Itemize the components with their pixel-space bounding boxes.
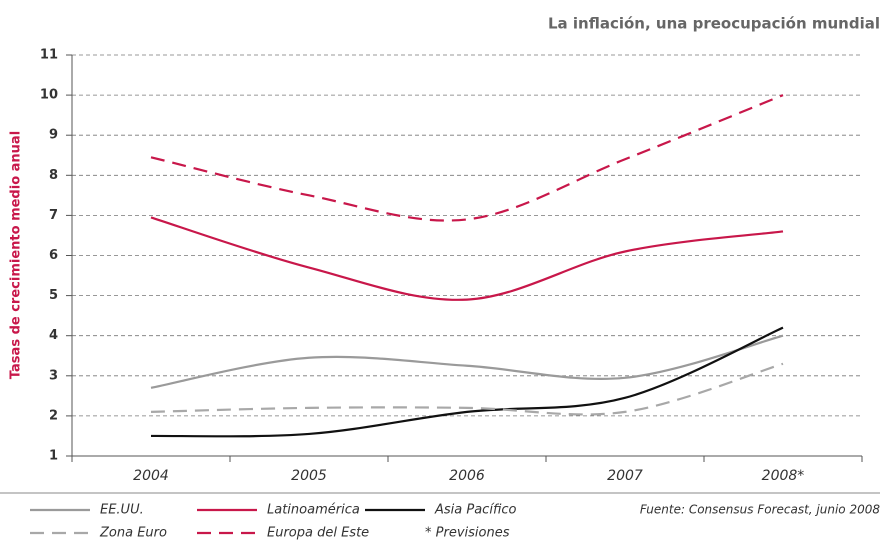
legend-label: Latinoamérica <box>267 503 360 518</box>
series-line <box>150 216 784 301</box>
x-tick-label: 2004 <box>133 468 169 484</box>
y-tick-label: 1 <box>49 449 58 464</box>
legend-label: Zona Euro <box>99 526 167 541</box>
series-line <box>150 326 784 438</box>
y-tick-label: 7 <box>49 208 58 223</box>
chart-title: La inflación, una preocupación mundial <box>548 15 880 33</box>
y-axis-label: Tasas de crecimiento medio anual <box>9 131 24 379</box>
y-tick-label: 3 <box>49 368 58 383</box>
source: Fuente: Consensus Forecast, junio 2008 <box>640 503 880 517</box>
series-line <box>150 94 784 222</box>
y-tick-label: 8 <box>49 168 58 183</box>
x-tick-label: 2008* <box>762 468 805 484</box>
y-tick-label: 10 <box>40 88 58 103</box>
legend-label: Asia Pacífico <box>434 503 516 518</box>
y-tick-label: 5 <box>49 288 58 303</box>
y-tick-label: 11 <box>40 48 58 63</box>
y-tick-label: 4 <box>49 328 58 343</box>
legend-label: EE.UU. <box>100 503 144 518</box>
y-tick-label: 2 <box>49 408 58 423</box>
x-tick-label: 2005 <box>291 468 327 484</box>
x-tick-label: 2007 <box>607 468 643 484</box>
x-tick-label: 2006 <box>449 468 485 484</box>
y-tick-label: 6 <box>49 248 58 263</box>
legend-label: Europa del Este <box>267 526 369 541</box>
y-tick-label: 9 <box>49 128 58 143</box>
series-line <box>150 334 784 389</box>
series-line <box>150 362 784 416</box>
note: * Previsiones <box>425 526 510 541</box>
